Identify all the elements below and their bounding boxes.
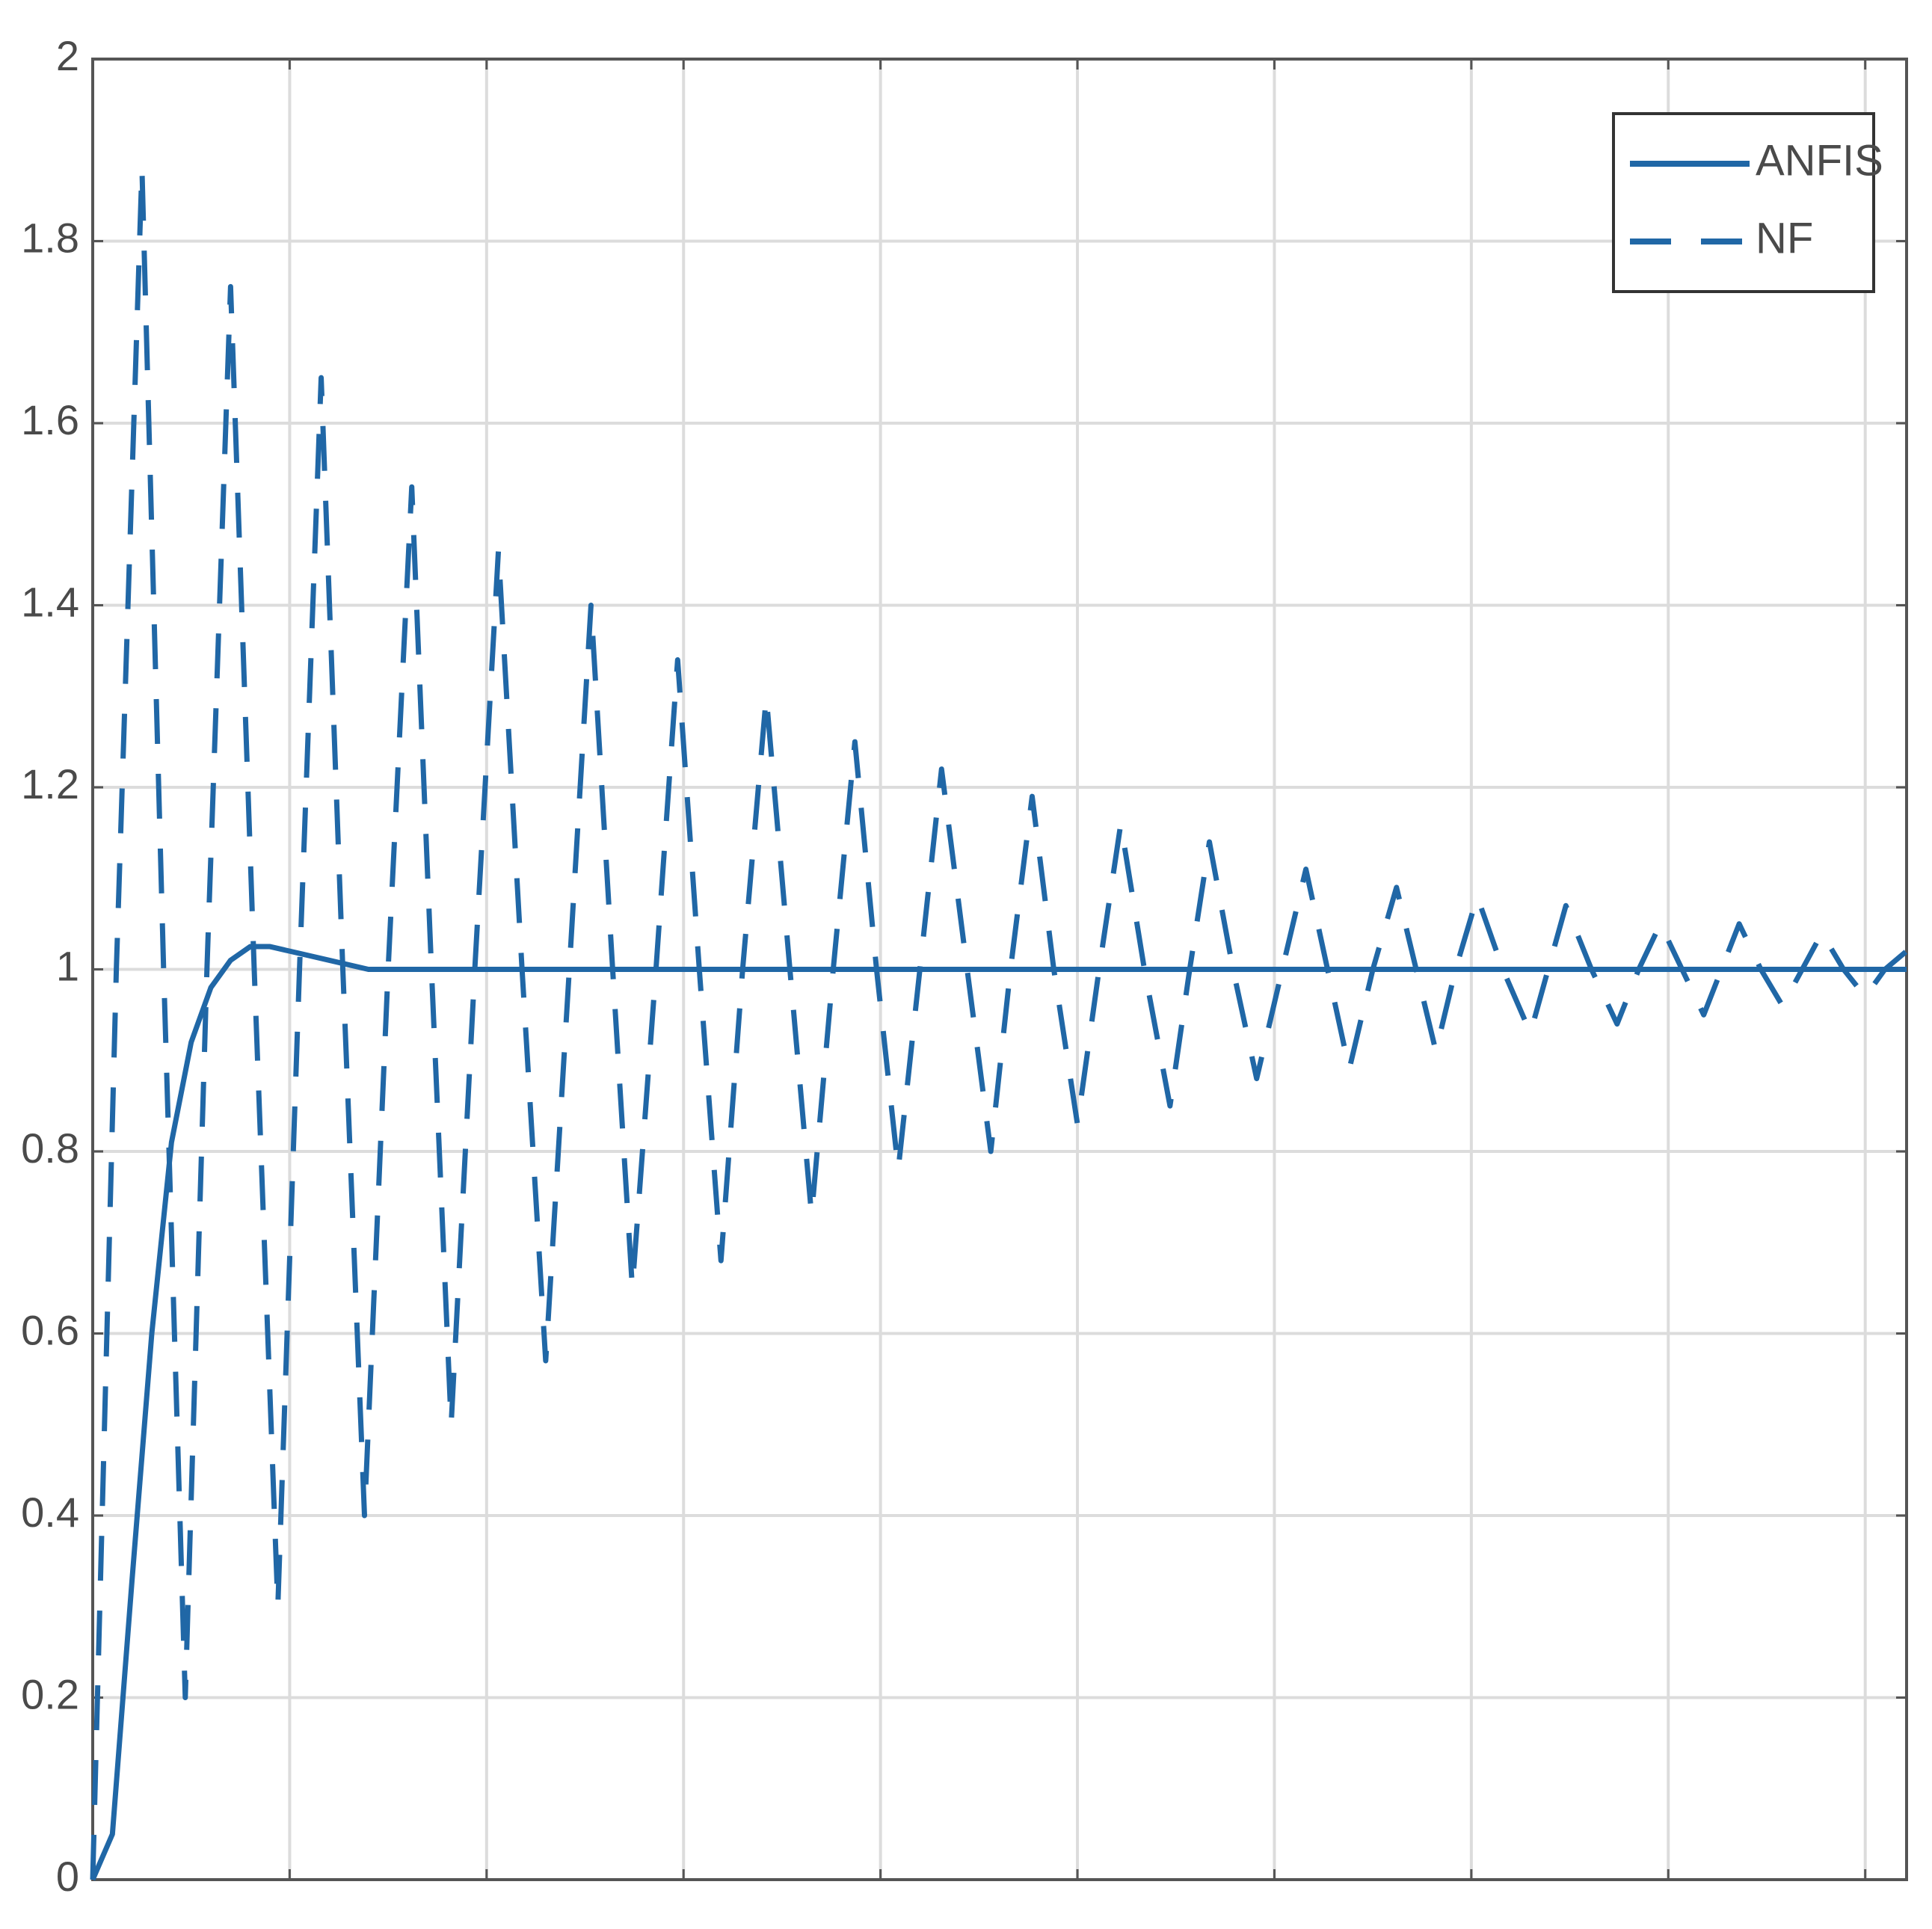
series-line bbox=[90, 165, 1909, 1880]
y-tick-label: 0.6 bbox=[21, 1306, 79, 1353]
y-tick-label: 1 bbox=[56, 942, 79, 989]
legend-label: ANFIS bbox=[1756, 136, 1883, 185]
legend-label: NF bbox=[1756, 214, 1813, 262]
legend-box bbox=[1612, 112, 1875, 293]
y-tick-label: 1.4 bbox=[21, 578, 79, 625]
y-tick-label: 0.8 bbox=[21, 1125, 79, 1172]
series-line bbox=[90, 944, 1907, 1881]
y-tick-label: 0.2 bbox=[21, 1670, 79, 1717]
y-tick-label: 0.4 bbox=[21, 1489, 79, 1536]
y-tick-label: 0 bbox=[56, 1853, 79, 1900]
y-tick-label: 1.6 bbox=[21, 396, 79, 443]
legend: ANFIS NF bbox=[1612, 112, 1883, 293]
y-tick-label: 1.8 bbox=[21, 214, 79, 261]
y-tick-label: 1.2 bbox=[21, 760, 79, 807]
y-tick-label: 2 bbox=[56, 32, 79, 79]
